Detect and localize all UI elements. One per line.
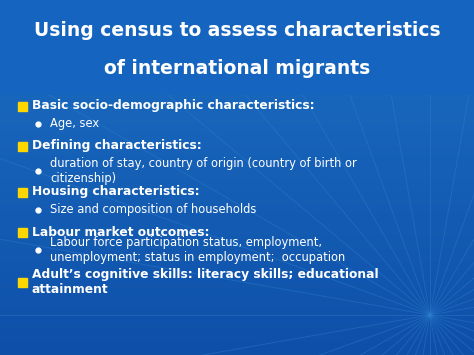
Bar [0,133,474,137]
Bar [0,217,474,222]
Bar [0,337,474,342]
Bar [0,146,474,151]
Bar [0,173,474,178]
Bar [18,278,27,286]
Bar [0,13,474,18]
Bar [0,58,474,62]
Bar [0,115,474,120]
Bar [0,18,474,22]
Bar [0,164,474,169]
Bar [0,320,474,324]
Bar [0,4,474,9]
Bar [0,213,474,217]
Bar [0,137,474,142]
Bar [0,257,474,262]
Text: duration of stay, country of origin (country of birth or
citizenship): duration of stay, country of origin (cou… [50,157,357,185]
Bar [0,186,474,191]
Bar [0,142,474,146]
Bar [0,80,474,84]
Bar [0,306,474,311]
Bar [0,0,474,4]
Bar [0,98,474,102]
Bar [0,182,474,186]
Bar [0,248,474,253]
Bar [0,302,474,306]
Bar [0,22,474,27]
Bar [0,160,474,164]
Bar [0,106,474,111]
Bar [0,222,474,226]
Bar [0,244,474,248]
Bar [0,271,474,275]
Text: Labour force participation status, employment,
unemployment; status in employmen: Labour force participation status, emplo… [50,236,345,264]
Bar [0,84,474,89]
Bar [0,62,474,67]
Bar [0,36,474,40]
Bar [0,328,474,333]
Bar [0,253,474,257]
Bar [0,71,474,75]
Bar [0,49,474,53]
Text: Using census to assess characteristics: Using census to assess characteristics [34,21,440,39]
Bar [0,235,474,240]
Bar [0,346,474,351]
Bar [0,191,474,195]
Bar [0,284,474,288]
Bar [0,120,474,124]
Bar [18,187,27,197]
Bar [0,9,474,13]
Bar [0,155,474,160]
Bar [0,31,474,36]
Bar [0,262,474,266]
Bar [0,280,474,284]
Bar [0,102,474,106]
Bar [18,142,27,151]
Bar [0,151,474,155]
Bar [0,333,474,337]
Bar [0,204,474,208]
Bar [0,293,474,297]
Text: of international migrants: of international migrants [104,59,370,77]
Bar [0,67,474,71]
Bar [0,266,474,271]
Bar [0,351,474,355]
Text: Basic socio-demographic characteristics:: Basic socio-demographic characteristics: [32,99,315,113]
Bar [0,315,474,320]
Bar [0,208,474,213]
Bar [0,124,474,129]
Bar [0,53,474,58]
Bar [0,75,474,80]
Bar [0,240,474,244]
Bar [0,129,474,133]
Bar [0,231,474,235]
Bar [18,228,27,236]
Bar [0,297,474,302]
Bar [0,0,474,95]
Bar [0,111,474,115]
Text: Defining characteristics:: Defining characteristics: [32,140,202,153]
Bar [0,200,474,204]
Bar [0,311,474,315]
Bar [0,324,474,328]
Bar [0,288,474,293]
Text: Adult’s cognitive skills: literacy skills; educational
attainment: Adult’s cognitive skills: literacy skill… [32,268,379,296]
Text: Size and composition of households: Size and composition of households [50,203,256,217]
Bar [0,275,474,280]
Bar [18,102,27,110]
Bar [0,195,474,200]
Bar [0,44,474,49]
Text: Labour market outcomes:: Labour market outcomes: [32,225,210,239]
Text: Housing characteristics:: Housing characteristics: [32,186,200,198]
Bar [0,93,474,98]
Bar [0,89,474,93]
Bar [0,178,474,182]
Bar [0,342,474,346]
Bar [0,226,474,231]
Bar [0,40,474,44]
Text: Age, sex: Age, sex [50,118,99,131]
Bar [0,169,474,173]
Bar [0,27,474,31]
